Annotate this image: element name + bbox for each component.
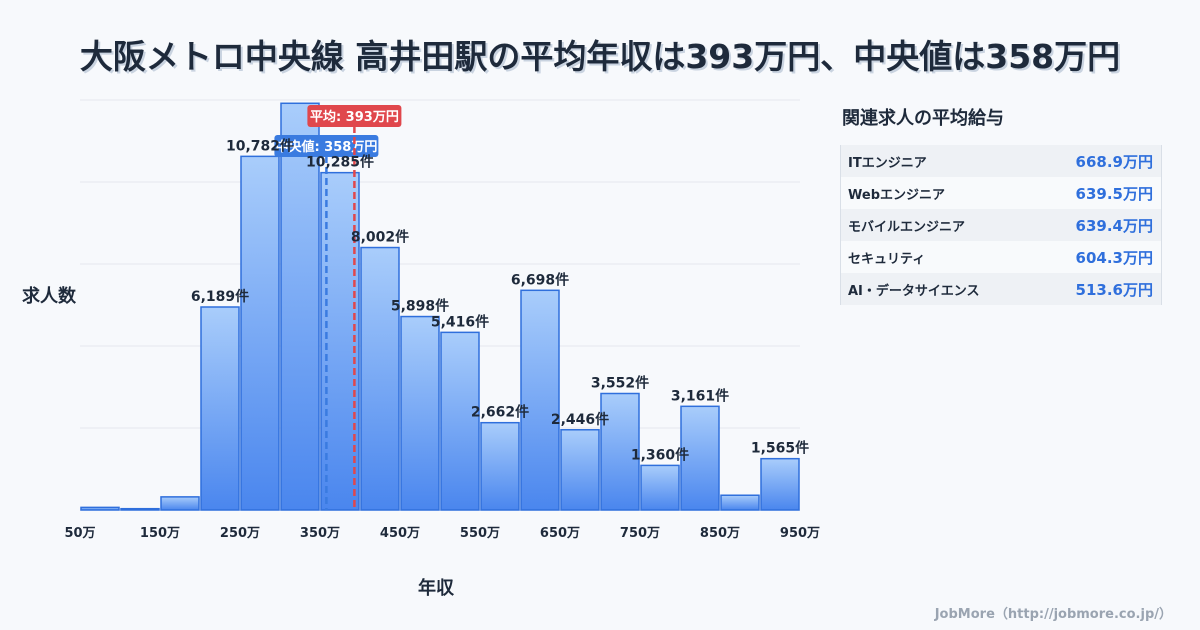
page-title: 大阪メトロ中央線 高井田駅の平均年収は393万円、中央値は358万円 (79, 37, 1121, 76)
data-label: 8,002件 (351, 229, 409, 246)
x-tick-label: 250万 (220, 526, 260, 541)
x-tick-label: 650万 (540, 526, 580, 541)
job-name: セキュリティ (848, 251, 926, 267)
bar-300万 (280, 102, 320, 511)
bars (80, 102, 800, 511)
bar-400万 (360, 246, 400, 511)
data-label: 2,446件 (551, 411, 609, 428)
bar-800万 (680, 405, 720, 511)
job-name: AI・データサイエンス (848, 283, 980, 299)
bar-850万 (720, 494, 760, 511)
ref-label-bg (274, 135, 379, 157)
ref-label-bg (307, 105, 402, 127)
x-tick-labels: 50万 150万 250万 350万 450万 550万 650万 750万 850万 950万 (64, 526, 820, 541)
job-salary: 668.9万円 (1075, 152, 1153, 171)
job-salary: 513.6万円 (1075, 280, 1153, 299)
data-label: 2,662件 (471, 404, 529, 421)
related-jobs-title: 関連求人の平均給与 (842, 108, 1004, 129)
job-salary: 604.3万円 (1075, 248, 1153, 267)
data-label: 5,416件 (431, 313, 489, 330)
x-tick-label: 950万 (780, 526, 820, 541)
related-jobs-table: ITエンジニア 668.9万円 Webエンジニア 639.5万円 モバイルエンジ… (840, 145, 1162, 305)
bar-750万 (640, 464, 680, 511)
bar-700万 (600, 392, 640, 511)
job-name: Webエンジニア (848, 187, 945, 203)
bar-150万 (160, 496, 200, 511)
job-salary: 639.4万円 (1075, 216, 1153, 235)
job-row: ITエンジニア 668.9万円 (841, 145, 1161, 177)
grid-lines (80, 99, 800, 511)
job-row: モバイルエンジニア 639.4万円 (841, 209, 1161, 241)
job-row: セキュリティ 604.3万円 (841, 241, 1161, 273)
x-tick-label: 550万 (460, 526, 500, 541)
salary-histogram: 中央値: 358万円 平均: 393万円 6,189件 10,782件 10,285件… (64, 99, 820, 541)
x-tick-label: 150万 (140, 526, 180, 541)
job-salary: 639.5万円 (1075, 184, 1153, 203)
bar-550万 (480, 421, 520, 511)
bar-250万 (240, 155, 280, 511)
ref-label: 平均: 393万円 (310, 109, 399, 125)
x-tick-label: 750万 (620, 526, 660, 541)
ref-label: 中央値: 358万円 (275, 139, 377, 155)
bar-600万 (520, 289, 560, 511)
bar-50万 (80, 506, 120, 511)
job-name: ITエンジニア (848, 155, 927, 171)
job-row: AI・データサイエンス 513.6万円 (841, 273, 1161, 305)
data-label: 6,189件 (191, 288, 249, 305)
x-tick-label: 850万 (700, 526, 740, 541)
bar-500万 (440, 331, 480, 511)
data-label: 6,698件 (511, 271, 569, 288)
x-tick-label: 50万 (64, 526, 95, 541)
data-label: 3,552件 (591, 374, 649, 391)
bar-200万 (200, 306, 240, 511)
data-label: 10,782件 (226, 137, 294, 154)
bar-100万 (120, 507, 160, 511)
bar-450万 (400, 315, 440, 511)
x-tick-label: 350万 (300, 526, 340, 541)
data-label: 3,161件 (671, 387, 729, 404)
reference-lines: 中央値: 358万円 平均: 393万円 (274, 105, 402, 510)
bar-650万 (560, 429, 600, 511)
job-name: モバイルエンジニア (848, 219, 966, 235)
x-tick-label: 450万 (380, 526, 420, 541)
data-label: 1,565件 (751, 440, 809, 457)
data-label: 1,360件 (631, 446, 689, 463)
footer-credit: JobMore（http://jobmore.co.jp/） (934, 607, 1172, 622)
x-axis-label: 年収 (418, 578, 454, 599)
data-label: 10,285件 (306, 154, 374, 171)
job-row: Webエンジニア 639.5万円 (841, 177, 1161, 209)
data-label: 5,898件 (391, 298, 449, 315)
bar-900万 (760, 457, 800, 511)
y-axis-label: 求人数 (22, 286, 76, 307)
